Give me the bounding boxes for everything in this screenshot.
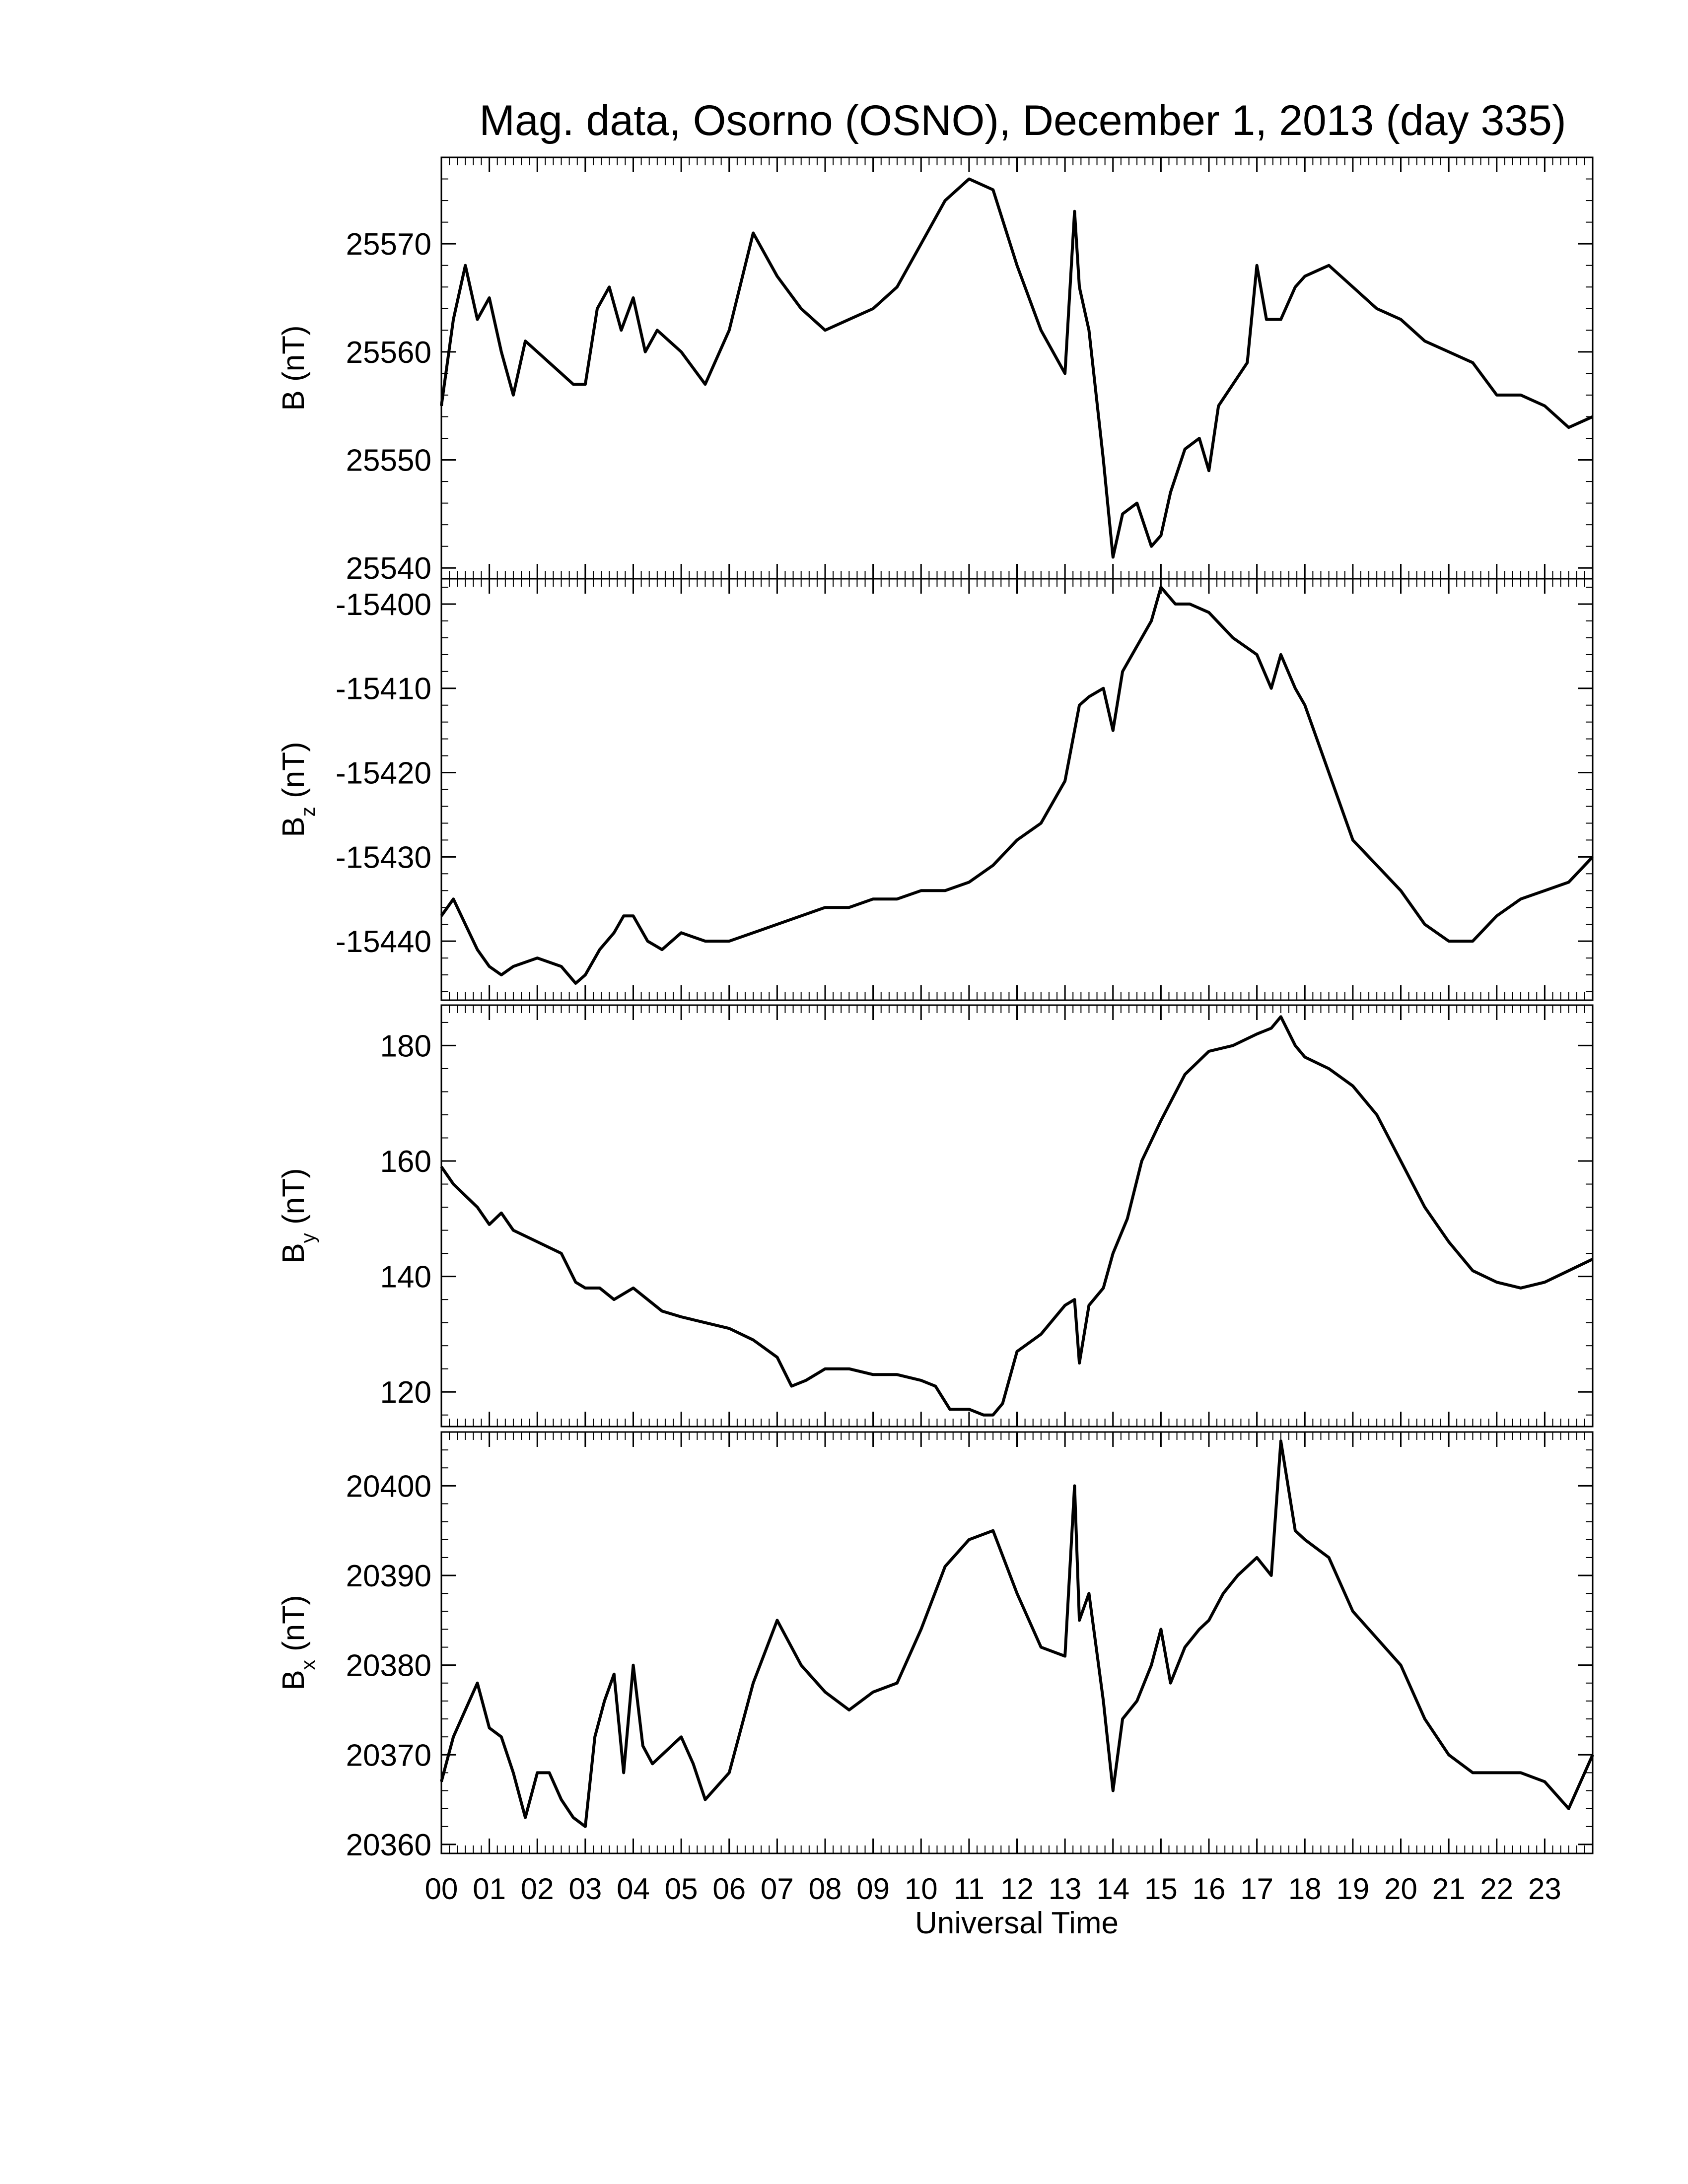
y-tick-label: 25570 — [346, 227, 431, 262]
series-line-by — [440, 1015, 1594, 1417]
y-tick-label: 25560 — [346, 336, 431, 370]
x-tick-label: 08 — [809, 1872, 842, 1906]
x-tick-label: 03 — [569, 1872, 602, 1906]
y-axis-label-main: B — [277, 1670, 311, 1690]
y-axis-label-main: B — [277, 817, 311, 837]
panel-b: 25540 25550 25560 25570 B (nT) — [277, 156, 1594, 586]
x-tick-label: 12 — [1000, 1872, 1034, 1906]
y-axis-label-unit: (nT) — [277, 742, 311, 807]
y-tick-label: 120 — [380, 1375, 431, 1410]
y-axis-label-main: B — [277, 390, 311, 410]
x-tick-label: 21 — [1432, 1872, 1466, 1906]
x-tick-label: 07 — [761, 1872, 794, 1906]
y-tick-label: 20380 — [346, 1649, 431, 1683]
x-tick-label: 22 — [1480, 1872, 1513, 1906]
x-tick-label: 09 — [856, 1872, 890, 1906]
panel-frame — [440, 1431, 1594, 1854]
y-axis-label-subscript: z — [297, 807, 319, 817]
x-tick-label: 11 — [954, 1872, 985, 1906]
series-line-bz — [440, 586, 1594, 985]
chart-title: Mag. data, Osorno (OSNO), December 1, 20… — [479, 97, 1566, 144]
x-tick-label: 15 — [1144, 1872, 1178, 1906]
x-tick-label: 05 — [665, 1872, 698, 1906]
y-axis-label-unit: (nT) — [277, 1595, 311, 1660]
x-tick-label: 17 — [1240, 1872, 1273, 1906]
x-tick-label: 13 — [1049, 1872, 1082, 1906]
y-tick-label: 25540 — [346, 551, 431, 586]
y-axis-label-subscript: y — [297, 1233, 319, 1243]
y-tick-label: 20400 — [346, 1469, 431, 1503]
y-axis-label: Bz (nT) — [277, 742, 319, 837]
y-tick-label: 20390 — [346, 1559, 431, 1593]
y-tick-label: 25550 — [346, 444, 431, 478]
panel-bz: -15400 -15410 -15420 -15430 -15440 Bz (nT) — [277, 578, 1594, 1001]
panel-frame — [440, 1004, 1594, 1428]
x-tick-label: 00 — [425, 1872, 458, 1906]
x-tick-label: 01 — [473, 1872, 506, 1906]
y-tick-label: 140 — [380, 1260, 431, 1295]
y-axis-label-subscript: x — [297, 1660, 319, 1670]
x-tick-label: 04 — [617, 1872, 650, 1906]
y-axis-label: Bx (nT) — [277, 1595, 319, 1690]
series-line-b — [440, 177, 1594, 559]
panel-bx: 20360 20370 20380 20390 20400 Bx (nT) — [277, 1431, 1594, 1862]
series-line-bx — [440, 1439, 1594, 1828]
x-tick-label: 02 — [521, 1872, 554, 1906]
x-tick-label: 23 — [1528, 1872, 1561, 1906]
y-tick-label: -15430 — [336, 840, 431, 875]
x-axis-label: Universal Time — [915, 1906, 1119, 1940]
x-tick-label: 10 — [905, 1872, 938, 1906]
x-axis: 00 01 02 03 04 05 06 07 08 09 10 11 12 13 14 15 16 17 18 19… — [425, 1872, 1561, 1906]
panel-by: 120 140 160 180 By (nT) — [277, 1004, 1594, 1428]
y-tick-label: 160 — [380, 1145, 431, 1179]
x-tick-label: 06 — [712, 1872, 746, 1906]
x-tick-label: 18 — [1288, 1872, 1322, 1906]
y-tick-label: -15400 — [336, 588, 431, 622]
x-tick-label: 16 — [1193, 1872, 1226, 1906]
x-tick-label: 20 — [1384, 1872, 1417, 1906]
y-tick-label: 20370 — [346, 1738, 431, 1773]
y-axis-label: B (nT) — [277, 325, 311, 410]
x-tick-label: 14 — [1096, 1872, 1129, 1906]
panel-frame — [440, 578, 1594, 1001]
y-tick-label: 180 — [380, 1029, 431, 1063]
y-tick-label: -15410 — [336, 672, 431, 706]
y-axis-label-unit: (nT) — [277, 325, 311, 390]
x-tick-label: 19 — [1336, 1872, 1370, 1906]
y-axis-label-main: B — [277, 1243, 311, 1263]
y-axis-label-unit: (nT) — [277, 1168, 311, 1233]
y-tick-label: -15440 — [336, 925, 431, 959]
y-tick-label: -15420 — [336, 756, 431, 791]
y-tick-label: 20360 — [346, 1828, 431, 1862]
y-axis-label: By (nT) — [277, 1168, 319, 1263]
panel-frame — [440, 156, 1594, 580]
